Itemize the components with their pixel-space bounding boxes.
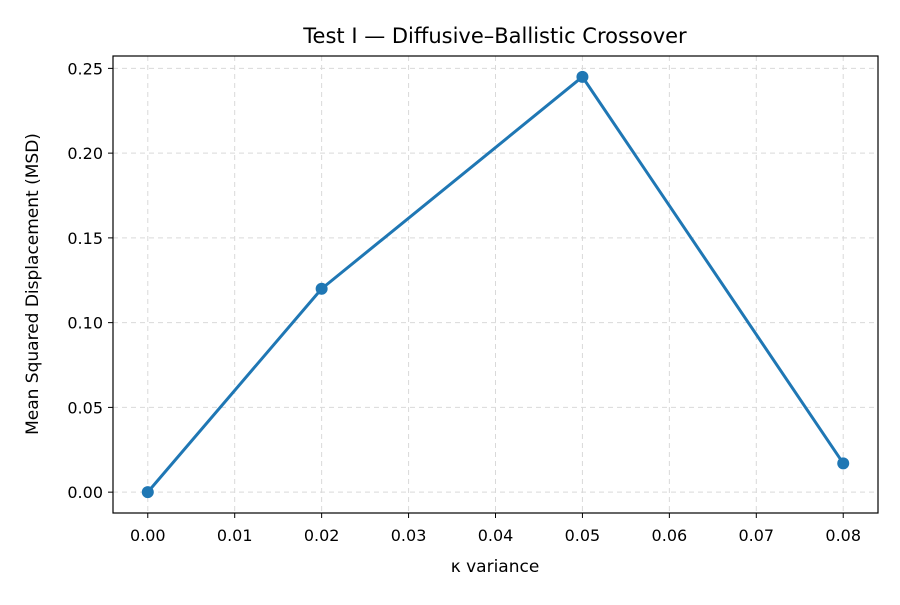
x-tick-label: 0.08 <box>825 526 861 545</box>
chart-title: Test I — Diffusive–Ballistic Crossover <box>302 24 687 48</box>
y-tick-label: 0.20 <box>67 144 103 163</box>
x-tick-label: 0.07 <box>738 526 774 545</box>
x-tick-label: 0.06 <box>652 526 688 545</box>
x-tick-label: 0.04 <box>478 526 514 545</box>
data-point <box>141 486 154 499</box>
data-point <box>837 457 850 470</box>
x-tick-label: 0.03 <box>391 526 427 545</box>
grid <box>113 56 878 513</box>
x-tick-label: 0.05 <box>565 526 601 545</box>
y-tick-label: 0.00 <box>67 483 103 502</box>
y-tick-label: 0.05 <box>67 398 103 417</box>
x-axis-label: κ variance <box>451 557 540 577</box>
y-tick-label: 0.15 <box>67 229 103 248</box>
x-tick-label: 0.02 <box>304 526 340 545</box>
data-point <box>576 70 589 83</box>
series-layer <box>141 70 850 499</box>
y-tick-label: 0.10 <box>67 314 103 333</box>
y-axis-label: Mean Squared Displacement (MSD) <box>23 133 43 435</box>
data-point <box>315 282 328 295</box>
ticks: 0.00 0.01 0.02 0.03 0.04 0.05 0.06 0.07 0.08 0.00… <box>67 59 861 545</box>
y-tick-label: 0.25 <box>67 59 103 78</box>
x-tick-label: 0.01 <box>217 526 253 545</box>
series-line <box>146 75 845 494</box>
x-tick-label: 0.00 <box>130 526 166 545</box>
